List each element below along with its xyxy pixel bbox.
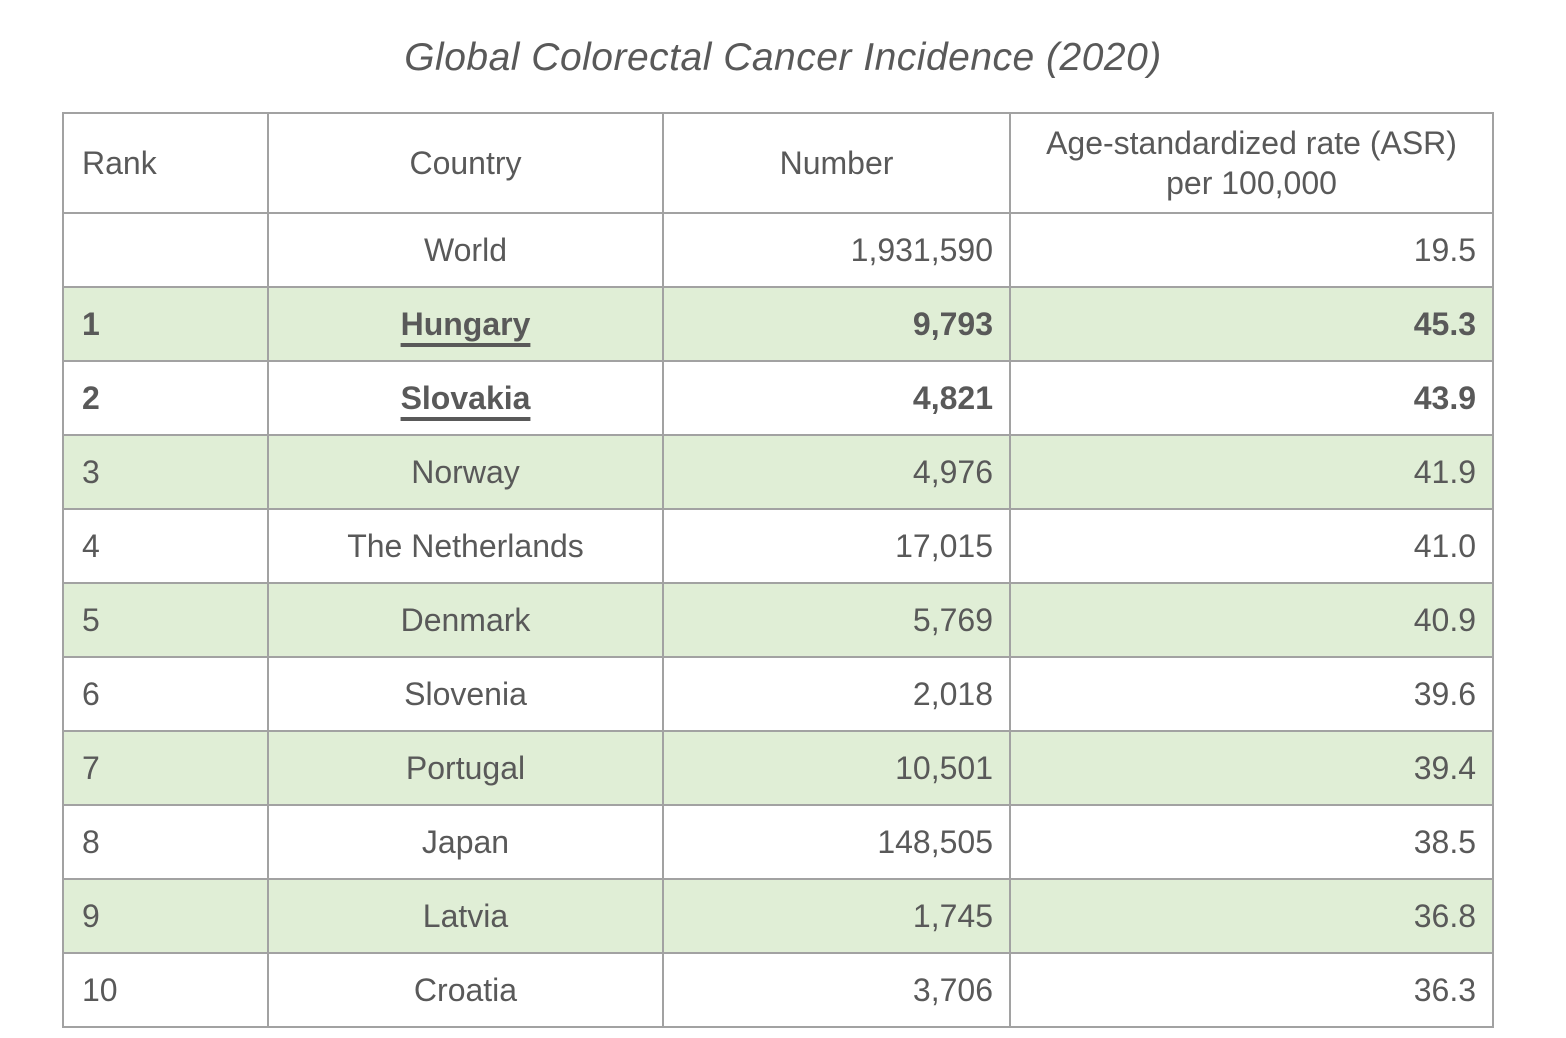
country-cell: The Netherlands [267,508,664,584]
asr-cell: 41.9 [1009,434,1494,510]
rank-cell: 7 [62,730,269,806]
rank-cell: 6 [62,656,269,732]
rank-cell: 9 [62,878,269,954]
table-row: 10 Croatia 3,706 36.3 [62,952,1494,1028]
number-cell: 2,018 [662,656,1011,732]
column-header-number: Number [662,112,1011,214]
asr-cell: 19.5 [1009,212,1494,288]
asr-cell: 39.6 [1009,656,1494,732]
asr-cell: 39.4 [1009,730,1494,806]
country-cell: Portugal [267,730,664,806]
column-header-rank: Rank [62,112,269,214]
number-cell: 17,015 [662,508,1011,584]
asr-cell: 43.9 [1009,360,1494,436]
table-row: 4 The Netherlands 17,015 41.0 [62,508,1494,584]
table-row: 5 Denmark 5,769 40.9 [62,582,1494,658]
number-cell: 5,769 [662,582,1011,658]
page-title: Global Colorectal Cancer Incidence (2020… [404,36,1162,79]
table-row: 8 Japan 148,505 38.5 [62,804,1494,880]
rank-cell [62,212,269,288]
rank-cell: 5 [62,582,269,658]
asr-cell: 38.5 [1009,804,1494,880]
rank-cell: 3 [62,434,269,510]
column-header-country: Country [267,112,664,214]
country-label: Hungary [400,305,531,342]
country-label: Slovenia [404,675,527,712]
rank-cell: 4 [62,508,269,584]
table-row: World 1,931,590 19.5 [62,212,1494,288]
country-label: Japan [421,823,510,860]
country-label: The Netherlands [347,527,584,564]
table-row: 6 Slovenia 2,018 39.6 [62,656,1494,732]
country-cell: Latvia [267,878,664,954]
table-row: 2 Slovakia 4,821 43.9 [62,360,1494,436]
asr-cell: 36.8 [1009,878,1494,954]
number-cell: 4,976 [662,434,1011,510]
country-cell: World [267,212,664,288]
incidence-table: Rank Country Number Age-standardized rat… [62,112,1494,1028]
rank-cell: 8 [62,804,269,880]
number-cell: 1,745 [662,878,1011,954]
country-label: Denmark [400,601,531,638]
asr-cell: 41.0 [1009,508,1494,584]
asr-cell: 40.9 [1009,582,1494,658]
country-label: Slovakia [400,379,531,416]
country-cell: Denmark [267,582,664,658]
country-cell: Slovenia [267,656,664,732]
country-label: Croatia [413,971,518,1008]
country-cell: Slovakia [267,360,664,436]
table-row: 9 Latvia 1,745 36.8 [62,878,1494,954]
country-cell: Norway [267,434,664,510]
asr-cell: 45.3 [1009,286,1494,362]
number-cell: 148,505 [662,804,1011,880]
number-cell: 9,793 [662,286,1011,362]
rank-cell: 2 [62,360,269,436]
country-cell: Croatia [267,952,664,1028]
number-cell: 4,821 [662,360,1011,436]
column-header-asr: Age-standardized rate (ASR) per 100,000 [1009,112,1494,214]
country-cell: Hungary [267,286,664,362]
rank-cell: 1 [62,286,269,362]
country-label: Latvia [422,897,509,934]
country-label: Norway [411,453,520,490]
number-cell: 10,501 [662,730,1011,806]
table-row: 7 Portugal 10,501 39.4 [62,730,1494,806]
country-label: World [424,231,507,268]
table-row: 1 Hungary 9,793 45.3 [62,286,1494,362]
number-cell: 3,706 [662,952,1011,1028]
country-label: Portugal [405,749,526,786]
country-cell: Japan [267,804,664,880]
rank-cell: 10 [62,952,269,1028]
table-row: 3 Norway 4,976 41.9 [62,434,1494,510]
table-header-row: Rank Country Number Age-standardized rat… [62,112,1494,214]
number-cell: 1,931,590 [662,212,1011,288]
asr-cell: 36.3 [1009,952,1494,1028]
